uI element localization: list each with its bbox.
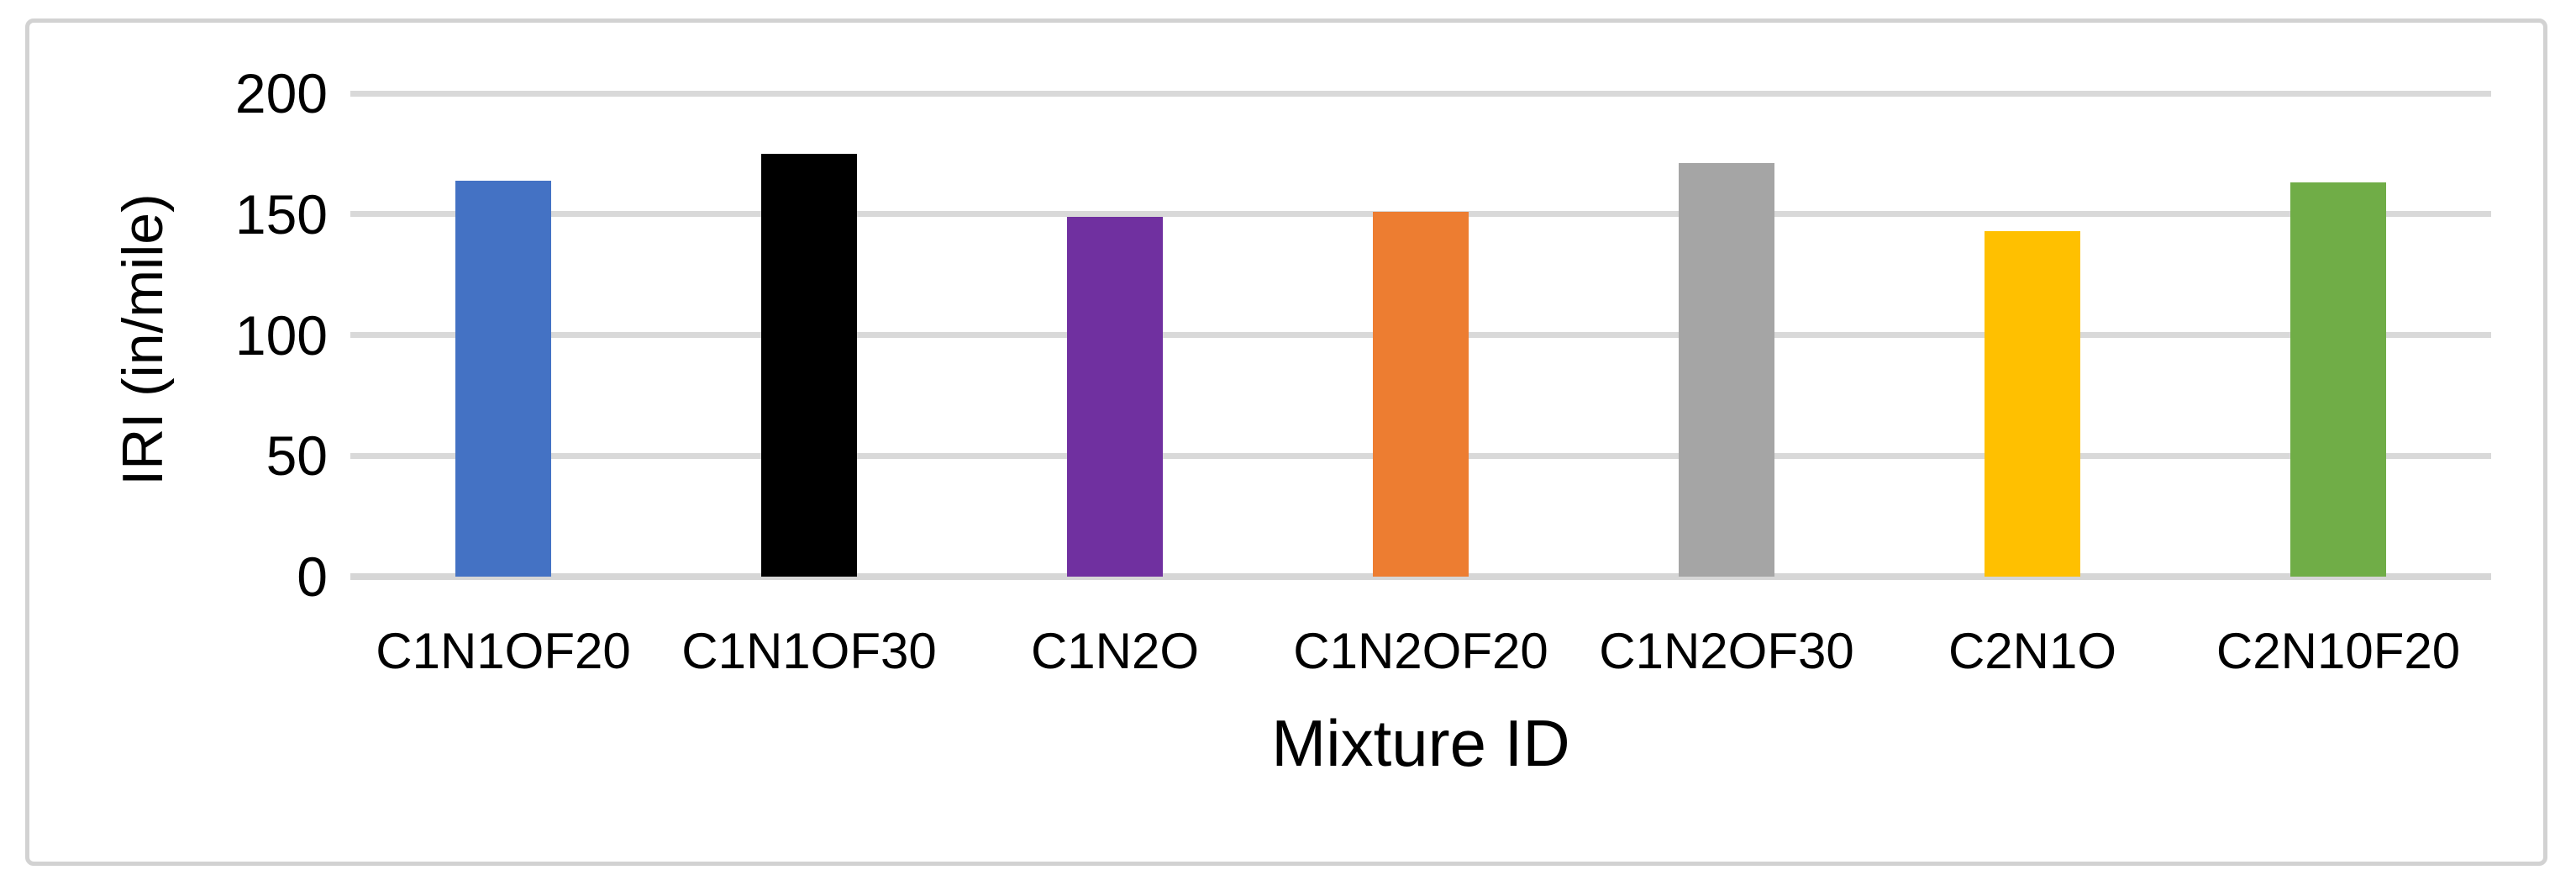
x-category-label: C1N2OF30 [1599, 623, 1854, 679]
x-axis-line [350, 573, 2491, 580]
bar-C2N1O [1985, 230, 2080, 577]
y-tick-label: 50 [265, 424, 328, 488]
bar-C1N1OF20 [455, 180, 551, 577]
x-category-label: C1N1OF30 [681, 623, 937, 679]
bar-C1N2O [1067, 216, 1163, 577]
x-category-label: C2N10F20 [2216, 623, 2461, 679]
bar-C2N10F20 [2290, 182, 2386, 577]
x-category-label: C2N1O [1948, 623, 2117, 679]
x-category-label: C1N1OF20 [376, 623, 631, 679]
y-tick-label: 200 [234, 62, 328, 124]
chart-frame-border [25, 18, 2547, 866]
x-category-label: C1N2OF20 [1293, 623, 1548, 679]
y-axis-title: IRI (in/mile) [111, 193, 175, 486]
bar-C1N2OF30 [1679, 163, 1774, 577]
bar-C1N1OF30 [761, 153, 857, 577]
y-tick-label: 0 [297, 546, 328, 608]
y-tick-label: 150 [234, 182, 328, 245]
gridline [350, 90, 2491, 97]
x-axis-title: Mixture ID [1271, 706, 1570, 780]
bar-C1N2OF20 [1373, 211, 1469, 577]
y-tick-label: 100 [234, 303, 328, 366]
x-category-label: C1N2O [1030, 623, 1200, 679]
